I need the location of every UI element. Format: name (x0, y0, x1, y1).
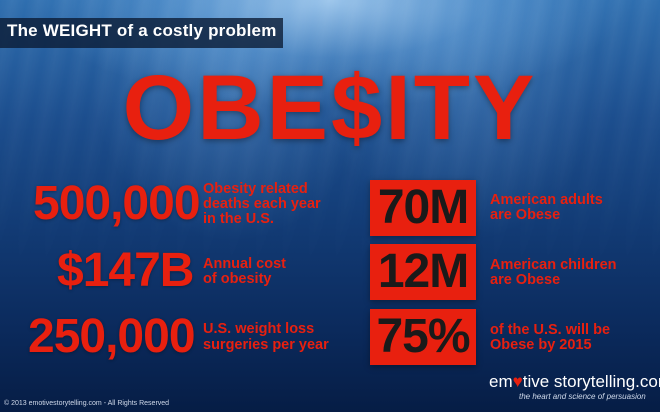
header-bar (0, 18, 283, 48)
stat-value-deaths: 500,000 (33, 177, 201, 230)
stat-desc-surgeries-line1: U.S. weight loss (203, 321, 315, 337)
stat-desc-deaths-line3: in the U.S. (203, 211, 274, 227)
brand-tagline: the heart and science of persuasion (519, 392, 646, 401)
brand-logo-post: tive storytelling.com (522, 372, 660, 391)
stat-box-adults-value: 70M (377, 181, 469, 234)
copyright-text: © 2013 emotivestorytelling.com - All Rig… (4, 400, 170, 407)
stat-desc-deaths-line1: Obesity related (203, 181, 308, 197)
stat-value-cost: $147B (57, 244, 194, 297)
stat-desc-surgeries-line2: surgeries per year (203, 337, 329, 353)
header-title: The WEIGHT of a costly problem (7, 21, 277, 40)
stat-desc-adults-line2: are Obese (490, 207, 561, 223)
main-title: OBE$ITY (122, 57, 538, 159)
stat-desc-deaths-line2: deaths each year (203, 196, 321, 212)
stat-box-forecast-value: 75% (376, 310, 470, 363)
stat-box-adults: 70M (370, 180, 476, 236)
stat-desc-children-line2: are Obese (490, 272, 561, 288)
heart-icon: ♥ (512, 372, 523, 391)
brand-logo: em♥tive storytelling.com (489, 373, 660, 390)
brand-logo-pre: em (489, 372, 513, 391)
stat-box-children: 12M (370, 244, 476, 300)
stat-box-forecast: 75% (370, 309, 476, 365)
stat-desc-cost-line2: of obesity (203, 271, 272, 287)
stat-desc-adults-line1: American adults (490, 192, 603, 208)
stat-desc-children-line1: American children (490, 257, 617, 273)
stat-desc-forecast-line2: Obese by 2015 (490, 337, 592, 353)
stat-box-children-value: 12M (377, 245, 469, 298)
stat-value-surgeries: 250,000 (28, 310, 196, 363)
stat-desc-cost-line1: Annual cost (203, 256, 286, 272)
stat-desc-forecast-line1: of the U.S. will be (490, 322, 611, 338)
